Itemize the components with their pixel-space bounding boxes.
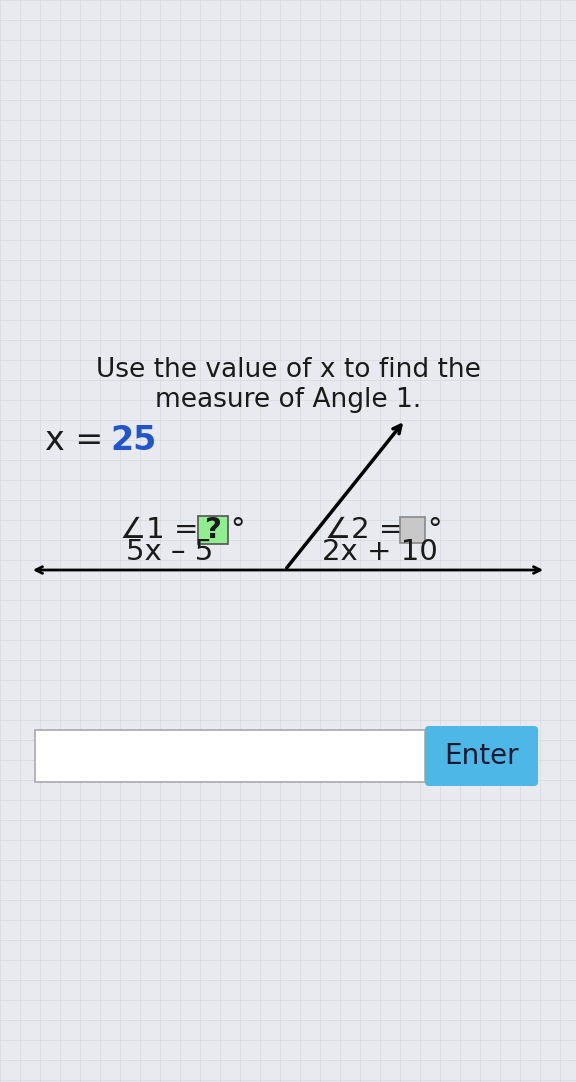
Text: °: °: [230, 516, 244, 544]
Text: 5x – 5: 5x – 5: [126, 538, 214, 566]
Text: ?: ?: [204, 516, 221, 544]
Text: Enter: Enter: [444, 742, 519, 770]
Text: ∠1 =: ∠1 =: [120, 516, 208, 544]
Text: ∠2 =: ∠2 =: [325, 516, 412, 544]
FancyBboxPatch shape: [198, 516, 228, 544]
Text: 2x + 10: 2x + 10: [322, 538, 438, 566]
Text: x =: x =: [45, 423, 114, 457]
Text: °: °: [427, 516, 441, 544]
FancyBboxPatch shape: [425, 726, 538, 786]
FancyBboxPatch shape: [400, 517, 425, 543]
Text: 25: 25: [110, 423, 156, 457]
Text: measure of Angle 1.: measure of Angle 1.: [155, 387, 421, 413]
FancyBboxPatch shape: [35, 730, 425, 782]
Text: Use the value of x to find the: Use the value of x to find the: [96, 357, 480, 383]
